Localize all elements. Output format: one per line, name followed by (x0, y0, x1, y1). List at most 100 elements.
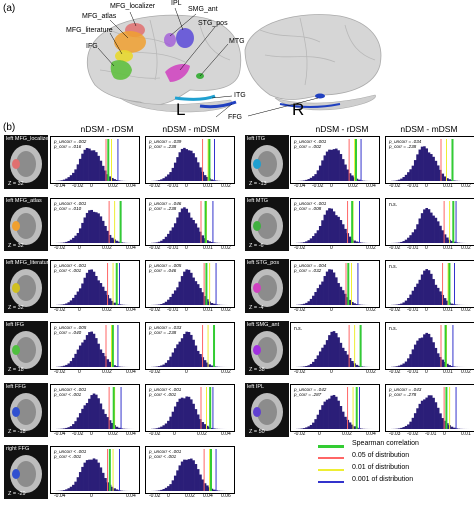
histogram-bar (430, 337, 433, 367)
histogram-bar (178, 212, 182, 243)
histogram-bar (344, 164, 347, 181)
legend-swatch (318, 457, 344, 459)
histogram-bar (88, 210, 91, 243)
histogram-bar (210, 365, 214, 367)
axis-tick-label: 0.02 (108, 183, 118, 189)
histogram-bar (74, 294, 77, 305)
histogram-ndsm-rdsm: p_uncorr < .001 p_corr < .001 (50, 446, 140, 494)
histogram-bar (402, 427, 406, 429)
roi-brain-slice: left IFG Z = 18 (3, 320, 49, 376)
histogram-bar (192, 277, 195, 305)
histogram-bar (90, 395, 93, 429)
histogram-bar (355, 364, 359, 367)
histogram-bar (90, 150, 93, 181)
axis-tick-label: -0.02 (149, 369, 161, 375)
legend-swatch (318, 445, 344, 448)
histogram-bar (452, 366, 456, 367)
label-right-hemisphere: R (292, 100, 305, 119)
histogram-bar (323, 155, 327, 181)
histogram-bar (397, 428, 401, 429)
histogram-bar (183, 271, 186, 305)
histogram-bar (60, 366, 64, 367)
histogram-bar (76, 164, 80, 181)
p-corr: p_corr = .287 (294, 392, 322, 397)
axis-tick-label: 0.01 (443, 183, 453, 189)
panel-b-label: (b) (3, 122, 16, 133)
histogram-bar (450, 303, 454, 305)
p-uncorr: p_uncorr < .001 (294, 201, 327, 206)
histogram-bar (400, 178, 403, 181)
histogram-bar (171, 352, 175, 367)
histogram-bar (157, 490, 161, 491)
p-corr: p_corr = .238 (149, 330, 177, 335)
axis-tick-label: -0.02 (149, 245, 161, 251)
histogram-bar (332, 149, 336, 181)
histogram-bar (65, 178, 68, 181)
histogram-ndsm-mdsm: p_uncorr < .001 p_corr < .001 (145, 384, 235, 432)
axis-tick-label: -0.01 (167, 307, 179, 313)
histogram-bar (341, 347, 345, 367)
p-uncorr: p_uncorr < .001 (149, 449, 182, 454)
histogram-bar (302, 303, 306, 305)
axis-tick-label: -0.02 (294, 307, 306, 313)
histogram-bar (90, 209, 93, 243)
histogram-bar (439, 291, 442, 305)
histogram-bar (171, 480, 175, 491)
p-uncorr: p_uncorr = .004 (294, 263, 327, 268)
histogram-bar (115, 366, 119, 367)
histogram-bar (180, 397, 184, 429)
p-uncorr: p_uncorr < .001 (54, 201, 87, 206)
histogram-bar (318, 284, 322, 305)
histogram-bar (187, 212, 191, 243)
histogram-bar (330, 331, 333, 367)
histogram-bar (111, 300, 114, 305)
histogram-bar (62, 428, 66, 429)
histogram-bar (416, 283, 419, 305)
label-ipl: IPL (171, 0, 182, 7)
axis-tick-label: 0.04 (221, 431, 231, 437)
histogram-bar (407, 424, 410, 429)
histogram-bar (450, 426, 454, 429)
histogram-bar (307, 240, 311, 243)
p-uncorr: p_uncorr = .002 (54, 139, 87, 144)
histogram-ndsm-mdsm: p_uncorr < .001 p_corr < .001 (145, 446, 235, 494)
histogram-bar (97, 398, 100, 429)
roi-ipl (176, 28, 194, 48)
histogram-bar (185, 208, 188, 243)
histogram-bar (196, 162, 200, 181)
axis-tick-label: 0 (425, 307, 428, 313)
histogram-ndsm-mdsm: p_uncorr = .046 p_corr = .238 (145, 198, 235, 246)
p-values: p_uncorr = .046 p_corr = .238 (149, 201, 181, 211)
histogram-bar (113, 365, 116, 367)
histogram-ndsm-rdsm: p_uncorr < .001 p_corr = .002 (290, 136, 380, 184)
p-values: p_uncorr < .001 p_corr < .001 (149, 387, 181, 397)
histogram-bar (407, 297, 410, 305)
roi-ifg (110, 60, 132, 80)
histogram-bar (97, 155, 100, 181)
histogram-bar (302, 180, 306, 181)
histogram-bar (178, 281, 182, 305)
histogram-bar (81, 222, 84, 243)
roi-brain-slice: left FFG Z = -18 (3, 382, 49, 438)
histogram-bar (176, 344, 179, 367)
histogram-bar (74, 353, 77, 367)
histogram-bar (192, 219, 195, 243)
histogram-bar (65, 364, 68, 367)
axis-tick-label: 0.04 (366, 183, 376, 189)
axis-tick-label: -0.02 (389, 183, 401, 189)
axis-tick-label: -0.02 (149, 493, 161, 499)
histogram-bar (69, 426, 73, 429)
histogram-bar (85, 335, 89, 367)
histogram-bar (420, 400, 424, 429)
histogram-bar (85, 460, 89, 491)
roi-brain-slice: left SMG_ant Z = 38 (244, 320, 290, 376)
histogram-bar (397, 242, 401, 243)
axis-tick-label: 0.02 (185, 493, 195, 499)
roi-brain-slice: left STG_pos Z = -4 (244, 258, 290, 314)
histogram-ndsm-mdsm: n.s. (385, 260, 474, 308)
histogram-bar (328, 149, 331, 181)
header-left-ndsm-rdsm: nDSM - rDSM (80, 124, 134, 134)
roi-stg-pos (165, 64, 190, 82)
histogram-bar (90, 269, 93, 305)
histogram-bar (167, 233, 170, 243)
